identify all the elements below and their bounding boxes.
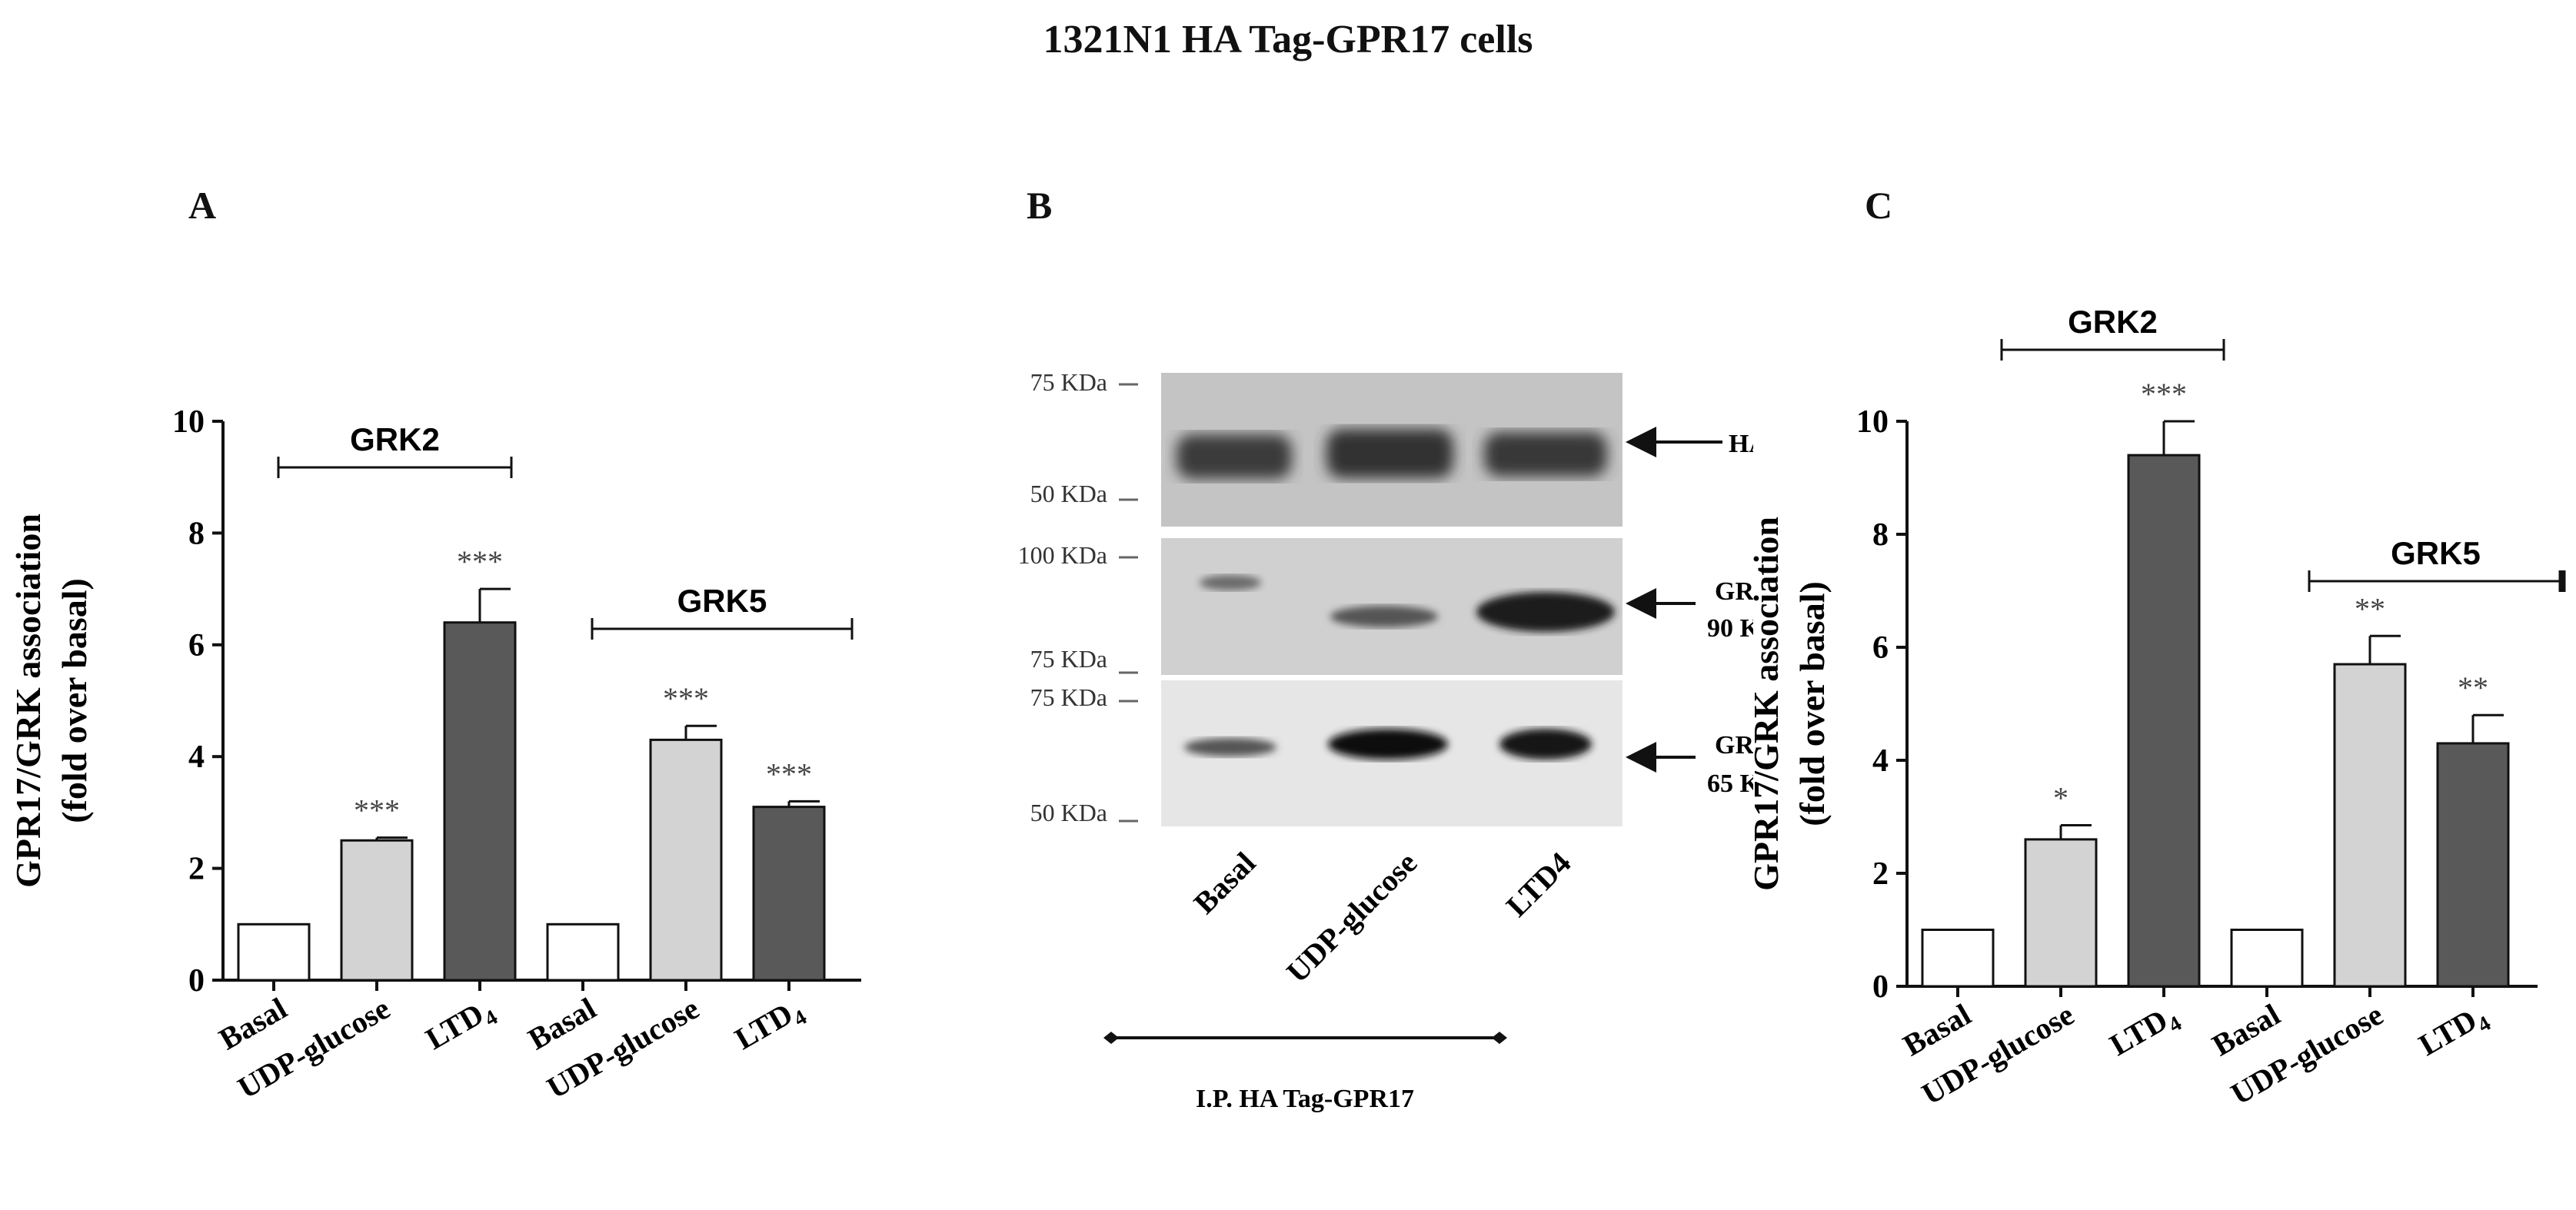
y-tick-label-a-6: 6 [188, 628, 205, 663]
bar-c-grk5-2 [2436, 742, 2510, 988]
significance-c-2: *** [2141, 377, 2187, 411]
blot-band-grk5-basal [1184, 738, 1276, 756]
y-tick-label-c-10: 10 [1856, 404, 1889, 440]
significance-c-1: * [2053, 781, 2068, 816]
bar-a-grk2-2 [443, 621, 517, 982]
bar-a-grk2-0 [237, 922, 311, 982]
significance-a-5: *** [766, 756, 812, 791]
panel-label-c: C [1865, 184, 1893, 227]
blot-band-grk2-udp [1330, 606, 1438, 627]
ip-label: I.P. HA Tag-GPR17 [1196, 1085, 1414, 1113]
bar-a-grk5-2 [752, 806, 826, 982]
y-tick-label-c-0: 0 [1872, 969, 1889, 1005]
panel-label-b: B [1027, 184, 1053, 227]
y-axis-subtitle-a: (fold over basal) [55, 578, 94, 823]
blot-band-gpr17-basal [1177, 434, 1292, 479]
bar-c-grk2-2 [2127, 454, 2201, 988]
chart-panel-a: GPR17/GRK association (fold over basal) 0 2… [8, 404, 861, 1105]
blot-band-gpr17-udp [1326, 429, 1453, 478]
significance-c-4: ** [2355, 591, 2385, 626]
lane-label-basal: Basal [1187, 846, 1263, 921]
y-tick-label-c-6: 6 [1872, 630, 1889, 666]
y-axis-title-a: GPR17/GRK association [8, 514, 48, 888]
marker-bot-50: 50 KDa [1030, 799, 1107, 826]
bar-c-grk2-1 [2024, 838, 2098, 988]
blot-band-grk2-basal [1200, 575, 1261, 590]
y-tick-label-a-10: 10 [172, 404, 205, 440]
group-label-a-0: GRK2 [350, 421, 440, 457]
y-tick-label-c-4: 4 [1872, 743, 1889, 779]
panel-label-a: A [188, 184, 217, 227]
marker-top-50: 50 KDa [1030, 480, 1107, 507]
chart-panel-c: GPR17/GRK association (fold over basal) 0 2… [1746, 304, 2566, 1112]
y-tick-label-c-2: 2 [1872, 856, 1889, 892]
group-label-c-1: GRK5 [2391, 535, 2481, 571]
y-tick-label-a-8: 8 [188, 516, 205, 551]
group-label-c-0: GRK2 [2068, 304, 2158, 340]
significance-a-1: *** [354, 793, 400, 828]
x-tick-label-c-5: LTD4 [2413, 997, 2495, 1068]
x-tick-label-a-2: LTD4 [420, 991, 502, 1062]
bar-c-grk5-1 [2333, 663, 2407, 988]
blot-band-grk5-udp [1328, 729, 1448, 760]
y-tick-label-a-2: 2 [188, 852, 205, 887]
bar-a-grk5-1 [649, 738, 723, 982]
bar-a-grk2-1 [340, 839, 414, 982]
marker-bot-75: 75 KDa [1030, 683, 1107, 711]
blot-band-grk5-ltd4 [1499, 729, 1592, 760]
marker-mid-100: 100 KDa [1018, 541, 1107, 569]
lane-label-udp: UDP-glucose [1280, 846, 1423, 989]
marker-mid-75: 75 KDa [1030, 645, 1107, 673]
significance-a-4: *** [663, 681, 709, 716]
marker-top-75: 75 KDa [1030, 368, 1107, 396]
bar-a-grk5-0 [546, 922, 620, 982]
bar-c-grk2-0 [1921, 929, 1995, 988]
western-blot-panel-b: 75 KDa 50 KDa 100 KDa 75 KDa 75 KDa 50 K… [1018, 368, 1753, 1113]
y-axis-subtitle-c: (fold over basal) [1792, 581, 1832, 826]
group-label-a-1: GRK5 [677, 583, 767, 619]
band-label-grk2-kda: 90 KDa [1707, 614, 1753, 643]
y-tick-label-a-0: 0 [188, 963, 205, 999]
y-tick-label-c-8: 8 [1872, 517, 1889, 553]
y-axis-title-c: GPR17/GRK association [1746, 517, 1786, 891]
blot-band-gpr17-ltd4 [1484, 432, 1607, 477]
band-label-grk5: GRK5 [1715, 731, 1753, 760]
x-tick-label-a-5: LTD4 [729, 991, 811, 1062]
lane-label-ltd4: LTD4 [1499, 846, 1578, 924]
bar-c-grk5-0 [2230, 929, 2304, 988]
band-label-gpr17: HA Tag-GPR17 [1729, 430, 1753, 458]
y-tick-label-a-4: 4 [188, 740, 205, 775]
band-label-grk2: GRK2 [1715, 577, 1753, 606]
x-tick-label-c-2: LTD4 [2104, 997, 2186, 1068]
blot-band-grk2-ltd4 [1476, 592, 1615, 632]
significance-a-2: *** [457, 544, 503, 579]
significance-c-5: ** [2458, 670, 2488, 705]
figure-title: 1321N1 HA Tag-GPR17 cells [1043, 18, 1533, 61]
band-label-grk5-kda: 65 KDa [1707, 770, 1753, 798]
